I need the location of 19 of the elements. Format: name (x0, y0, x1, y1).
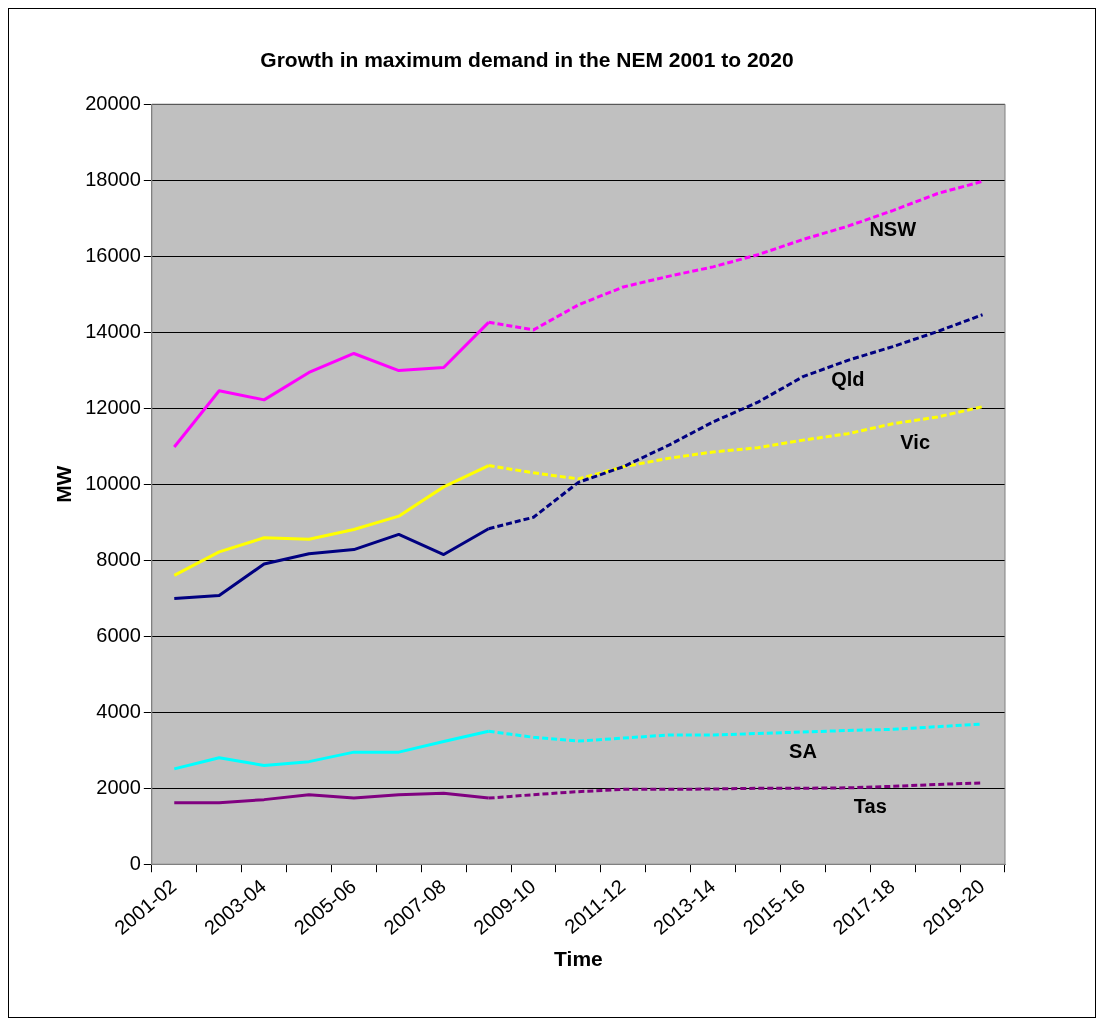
y-axis-title: MW (52, 465, 76, 503)
x-axis-title: Time (554, 947, 603, 971)
y-tick-label: 0 (129, 851, 141, 874)
y-tick-label: 6000 (96, 623, 141, 646)
chart-title: Growth in maximum demand in the NEM 2001 to 2020 (260, 48, 794, 72)
y-tick-label: 12000 (85, 395, 141, 418)
y-tick-label: 18000 (85, 167, 141, 190)
y-tick-label: 16000 (85, 243, 141, 266)
y-tick-label: 4000 (96, 699, 141, 722)
y-tick-label: 14000 (85, 319, 141, 342)
y-tick-label: 10000 (85, 471, 141, 494)
y-tick-label: 20000 (85, 91, 141, 114)
series-label: Tas (853, 795, 887, 818)
series-label: Vic (900, 431, 931, 454)
series-label: Qld (831, 367, 865, 390)
series-label: SA (789, 739, 817, 762)
y-tick-label: 2000 (96, 775, 141, 798)
y-tick-label: 8000 (96, 547, 141, 570)
series-label: NSW (869, 218, 917, 241)
